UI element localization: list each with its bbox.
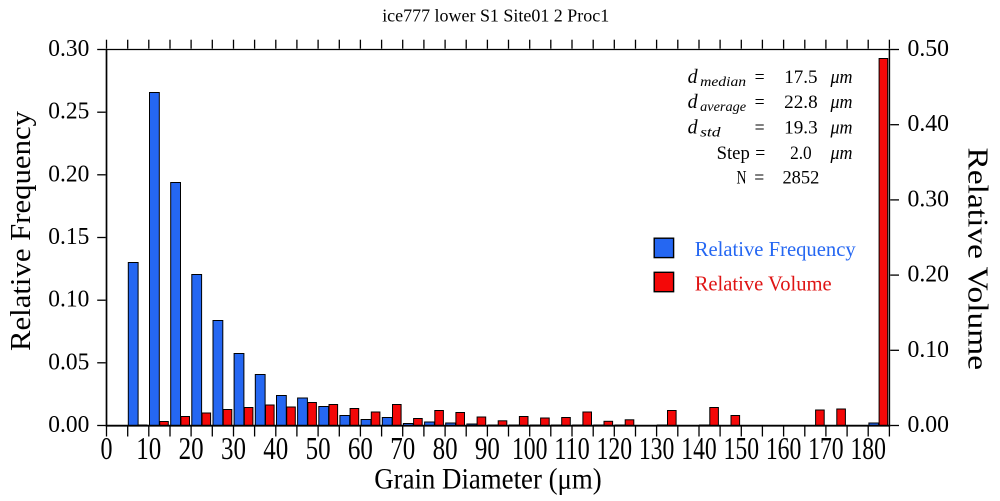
svg-text:Relative Volume: Relative Volume: [962, 148, 993, 371]
svg-text:Grain Diameter (μm): Grain Diameter (μm): [374, 464, 602, 496]
svg-text:d: d: [688, 91, 699, 113]
svg-text:60: 60: [348, 430, 373, 466]
svg-text:22.8: 22.8: [784, 92, 818, 113]
svg-text:median: median: [700, 75, 746, 90]
svg-text:2852: 2852: [782, 168, 819, 189]
svg-text:μm: μm: [830, 143, 853, 164]
svg-text:180: 180: [850, 430, 886, 466]
svg-text:140: 140: [681, 430, 717, 466]
svg-text:0.10: 0.10: [48, 286, 89, 313]
svg-text:120: 120: [597, 430, 633, 466]
svg-text:2.0: 2.0: [790, 143, 812, 164]
svg-text:Relative Volume: Relative Volume: [695, 271, 832, 295]
svg-text:0.30: 0.30: [48, 35, 89, 62]
svg-text:0.25: 0.25: [48, 98, 89, 125]
svg-text:20: 20: [179, 430, 204, 466]
svg-text:0.40: 0.40: [908, 110, 950, 137]
svg-text:Relative Frequency: Relative Frequency: [5, 110, 37, 351]
svg-text:30: 30: [221, 430, 246, 466]
svg-text:0.05: 0.05: [48, 348, 89, 375]
svg-text:ice777 lower S1 Site01 2 Proc1: ice777 lower S1 Site01 2 Proc1: [382, 5, 609, 25]
svg-text:=: =: [754, 168, 764, 189]
svg-text:d: d: [688, 66, 699, 88]
svg-text:100: 100: [512, 430, 548, 466]
svg-text:10: 10: [136, 430, 161, 466]
svg-text:80: 80: [433, 430, 458, 466]
svg-text:130: 130: [639, 430, 675, 466]
svg-text:0.20: 0.20: [48, 160, 89, 187]
svg-text:17.5: 17.5: [784, 67, 817, 88]
svg-text:0.50: 0.50: [908, 35, 950, 62]
svg-text:Relative Frequency: Relative Frequency: [695, 237, 856, 261]
svg-text:50: 50: [306, 430, 331, 466]
svg-text:70: 70: [390, 430, 415, 466]
svg-text:=: =: [755, 92, 765, 113]
svg-text:=: =: [755, 143, 765, 164]
svg-text:0.30: 0.30: [908, 185, 950, 212]
svg-text:Step: Step: [717, 143, 750, 164]
svg-text:0.10: 0.10: [908, 336, 950, 363]
svg-text:0.00: 0.00: [908, 411, 950, 438]
svg-text:0: 0: [101, 430, 113, 466]
svg-text:160: 160: [766, 430, 802, 466]
svg-text:90: 90: [475, 430, 500, 466]
svg-text:110: 110: [554, 430, 590, 466]
svg-text:average: average: [700, 100, 746, 115]
svg-text:μm: μm: [830, 118, 853, 139]
svg-text:=: =: [755, 118, 765, 139]
svg-text:=: =: [755, 67, 765, 88]
svg-text:d: d: [688, 117, 699, 139]
svg-text:std: std: [700, 126, 722, 141]
svg-text:μm: μm: [830, 67, 853, 88]
svg-text:170: 170: [808, 430, 844, 466]
svg-text:N: N: [737, 168, 747, 189]
svg-text:40: 40: [263, 430, 288, 466]
svg-text:μm: μm: [830, 92, 853, 113]
svg-text:150: 150: [724, 430, 760, 466]
svg-text:0.15: 0.15: [48, 223, 89, 250]
svg-text:0.00: 0.00: [48, 411, 89, 438]
svg-text:19.3: 19.3: [784, 118, 818, 139]
svg-text:0.20: 0.20: [908, 261, 950, 288]
